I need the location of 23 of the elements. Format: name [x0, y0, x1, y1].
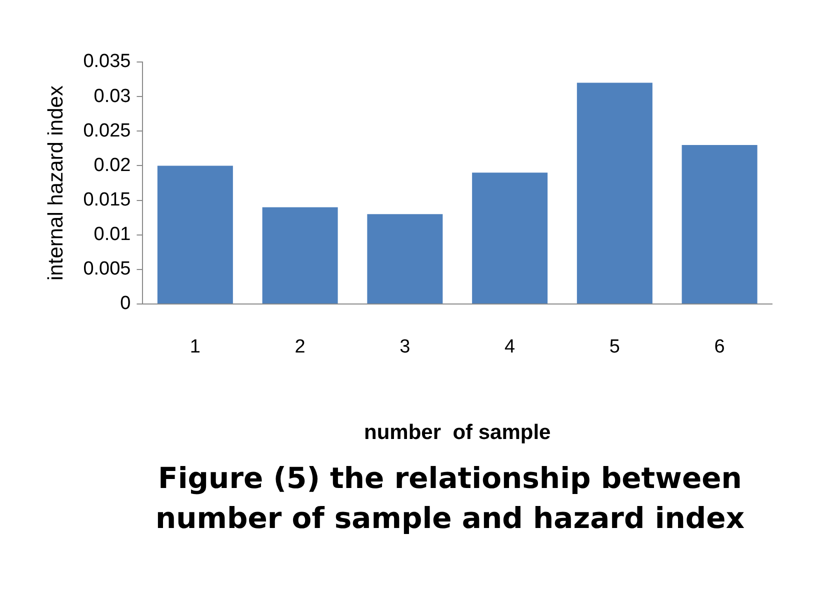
bar	[682, 144, 758, 304]
x-tick-label: 2	[294, 336, 306, 358]
x-axis-title: number of sample	[364, 421, 551, 444]
x-tick-label: 4	[504, 336, 516, 358]
x-tick-label: 5	[609, 336, 620, 358]
y-tick-label: 0.02	[94, 154, 131, 176]
bar	[576, 82, 652, 304]
y-tick-label: 0.01	[94, 224, 131, 246]
bar	[157, 166, 233, 304]
x-tick-label: 3	[400, 336, 410, 358]
text: Figure (5) the relationship between number of sample and hazard index	[154, 460, 746, 537]
y-tick-label: 0.005	[83, 258, 131, 280]
bar	[472, 172, 548, 304]
bar	[262, 207, 338, 304]
bar	[367, 214, 443, 304]
y-tick-label: 0	[120, 293, 131, 314]
y-tick-label: 0.035	[83, 51, 131, 72]
y-axis-title: internal hazard index	[44, 85, 68, 280]
y-tick-label: 0.03	[94, 86, 131, 107]
x-tick-label: 6	[714, 336, 725, 358]
x-tick-label: 1	[190, 336, 200, 358]
y-tick-label: 0.015	[83, 190, 131, 211]
y-tick-label: 0.025	[83, 120, 131, 142]
